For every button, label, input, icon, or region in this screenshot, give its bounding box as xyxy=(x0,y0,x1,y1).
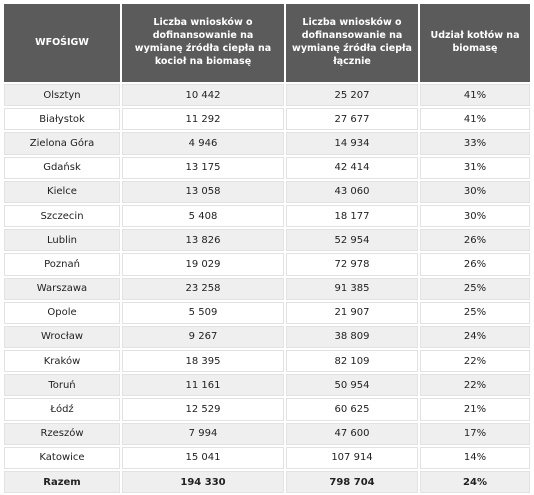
table-row: Łódź 12 529 60 625 21% xyxy=(4,398,530,421)
table-cell: 24% xyxy=(420,325,530,349)
table-cell: 107 914 xyxy=(286,446,418,469)
table-cell: 21 907 xyxy=(286,301,418,324)
table-cell: 13 175 xyxy=(122,156,284,179)
table-cell: 17% xyxy=(420,422,530,445)
header-cell: Liczba wniosków o dofinansowanie na wymi… xyxy=(286,4,418,82)
table-cell: 13 058 xyxy=(122,180,284,203)
table-cell: 72 978 xyxy=(286,253,418,276)
table-cell: 12 529 xyxy=(122,398,284,421)
table-row: Olsztyn 10 442 25 207 41% xyxy=(4,84,530,107)
table-cell: 15 041 xyxy=(122,446,284,469)
table-cell: Rzeszów xyxy=(4,422,120,445)
table-cell: 47 600 xyxy=(286,422,418,445)
header-row: WFOŚIGW Liczba wniosków o dofinansowanie … xyxy=(4,4,530,82)
table-cell: 11 292 xyxy=(122,108,284,131)
table-row: Toruń 11 161 50 954 22% xyxy=(4,374,530,397)
table-cell: 194 330 xyxy=(122,471,284,494)
table-cell: 38 809 xyxy=(286,325,418,349)
table-cell: Warszawa xyxy=(4,277,120,300)
table-cell: 22% xyxy=(420,374,530,397)
table-cell: 10 442 xyxy=(122,84,284,107)
table-cell: 91 385 xyxy=(286,277,418,300)
table-cell: 24% xyxy=(420,471,530,494)
header-cell: Udział kotłów na biomasę xyxy=(420,4,530,82)
table-cell: 7 994 xyxy=(122,422,284,445)
table-row: Warszawa 23 258 91 385 25% xyxy=(4,277,530,300)
table-cell: 5 408 xyxy=(122,204,284,228)
table-row: Lublin 13 826 52 954 26% xyxy=(4,229,530,252)
header-cell: WFOŚIGW xyxy=(4,4,120,82)
table-row: Białystok 11 292 27 677 41% xyxy=(4,108,530,131)
table-cell: Lublin xyxy=(4,229,120,252)
table-cell: 21% xyxy=(420,398,530,421)
table-cell: 43 060 xyxy=(286,180,418,203)
table-cell: 82 109 xyxy=(286,350,418,373)
table-cell: Szczecin xyxy=(4,204,120,228)
table-cell: Gdańsk xyxy=(4,156,120,179)
table-cell: 30% xyxy=(420,180,530,203)
table-row: Rzeszów 7 994 47 600 17% xyxy=(4,422,530,445)
table-cell: 19 029 xyxy=(122,253,284,276)
table-cell: Razem xyxy=(4,471,120,494)
table-cell: 14 934 xyxy=(286,132,418,155)
table-cell: 18 177 xyxy=(286,204,418,228)
table-cell: Toruń xyxy=(4,374,120,397)
table-cell: 26% xyxy=(420,229,530,252)
header-cell: Liczba wniosków o dofinansowanie na wymi… xyxy=(122,4,284,82)
table-cell: 18 395 xyxy=(122,350,284,373)
table-cell: 30% xyxy=(420,204,530,228)
table-cell: 60 625 xyxy=(286,398,418,421)
table-cell: 5 509 xyxy=(122,301,284,324)
table-cell: 798 704 xyxy=(286,471,418,494)
table-cell: 13 826 xyxy=(122,229,284,252)
table-cell: 33% xyxy=(420,132,530,155)
table-cell: Zielona Góra xyxy=(4,132,120,155)
table-cell: 26% xyxy=(420,253,530,276)
table-cell: 25% xyxy=(420,301,530,324)
table-row: Szczecin 5 408 18 177 30% xyxy=(4,204,530,228)
table-row: Gdańsk 13 175 42 414 31% xyxy=(4,156,530,179)
table-cell: 42 414 xyxy=(286,156,418,179)
table-cell: 23 258 xyxy=(122,277,284,300)
table-cell: 22% xyxy=(420,350,530,373)
table-cell: 14% xyxy=(420,446,530,469)
table-cell: 50 954 xyxy=(286,374,418,397)
table-cell: Kraków xyxy=(4,350,120,373)
table-row: Zielona Góra 4 946 14 934 33% xyxy=(4,132,530,155)
table-cell: Katowice xyxy=(4,446,120,469)
table-cell: 25 207 xyxy=(286,84,418,107)
table-row: Katowice 15 041 107 914 14% xyxy=(4,446,530,469)
table-cell: 27 677 xyxy=(286,108,418,131)
table-row: Kielce 13 058 43 060 30% xyxy=(4,180,530,203)
table-cell: Wrocław xyxy=(4,325,120,349)
table-cell: Łódź xyxy=(4,398,120,421)
table-cell: 4 946 xyxy=(122,132,284,155)
table-cell: 25% xyxy=(420,277,530,300)
table-row: Poznań 19 029 72 978 26% xyxy=(4,253,530,276)
table-row: Razem 194 330 798 704 24% xyxy=(4,471,530,494)
table-cell: 11 161 xyxy=(122,374,284,397)
table-row: Wrocław 9 267 38 809 24% xyxy=(4,325,530,349)
table-cell: 31% xyxy=(420,156,530,179)
table-cell: Olsztyn xyxy=(4,84,120,107)
table-cell: Białystok xyxy=(4,108,120,131)
table-cell: Kielce xyxy=(4,180,120,203)
table-cell: 9 267 xyxy=(122,325,284,349)
table-cell: Poznań xyxy=(4,253,120,276)
table-row: Opole 5 509 21 907 25% xyxy=(4,301,530,324)
table-cell: 52 954 xyxy=(286,229,418,252)
table-cell: 41% xyxy=(420,108,530,131)
table-cell: 41% xyxy=(420,84,530,107)
table-cell: Opole xyxy=(4,301,120,324)
table-row: Kraków 18 395 82 109 22% xyxy=(4,350,530,373)
